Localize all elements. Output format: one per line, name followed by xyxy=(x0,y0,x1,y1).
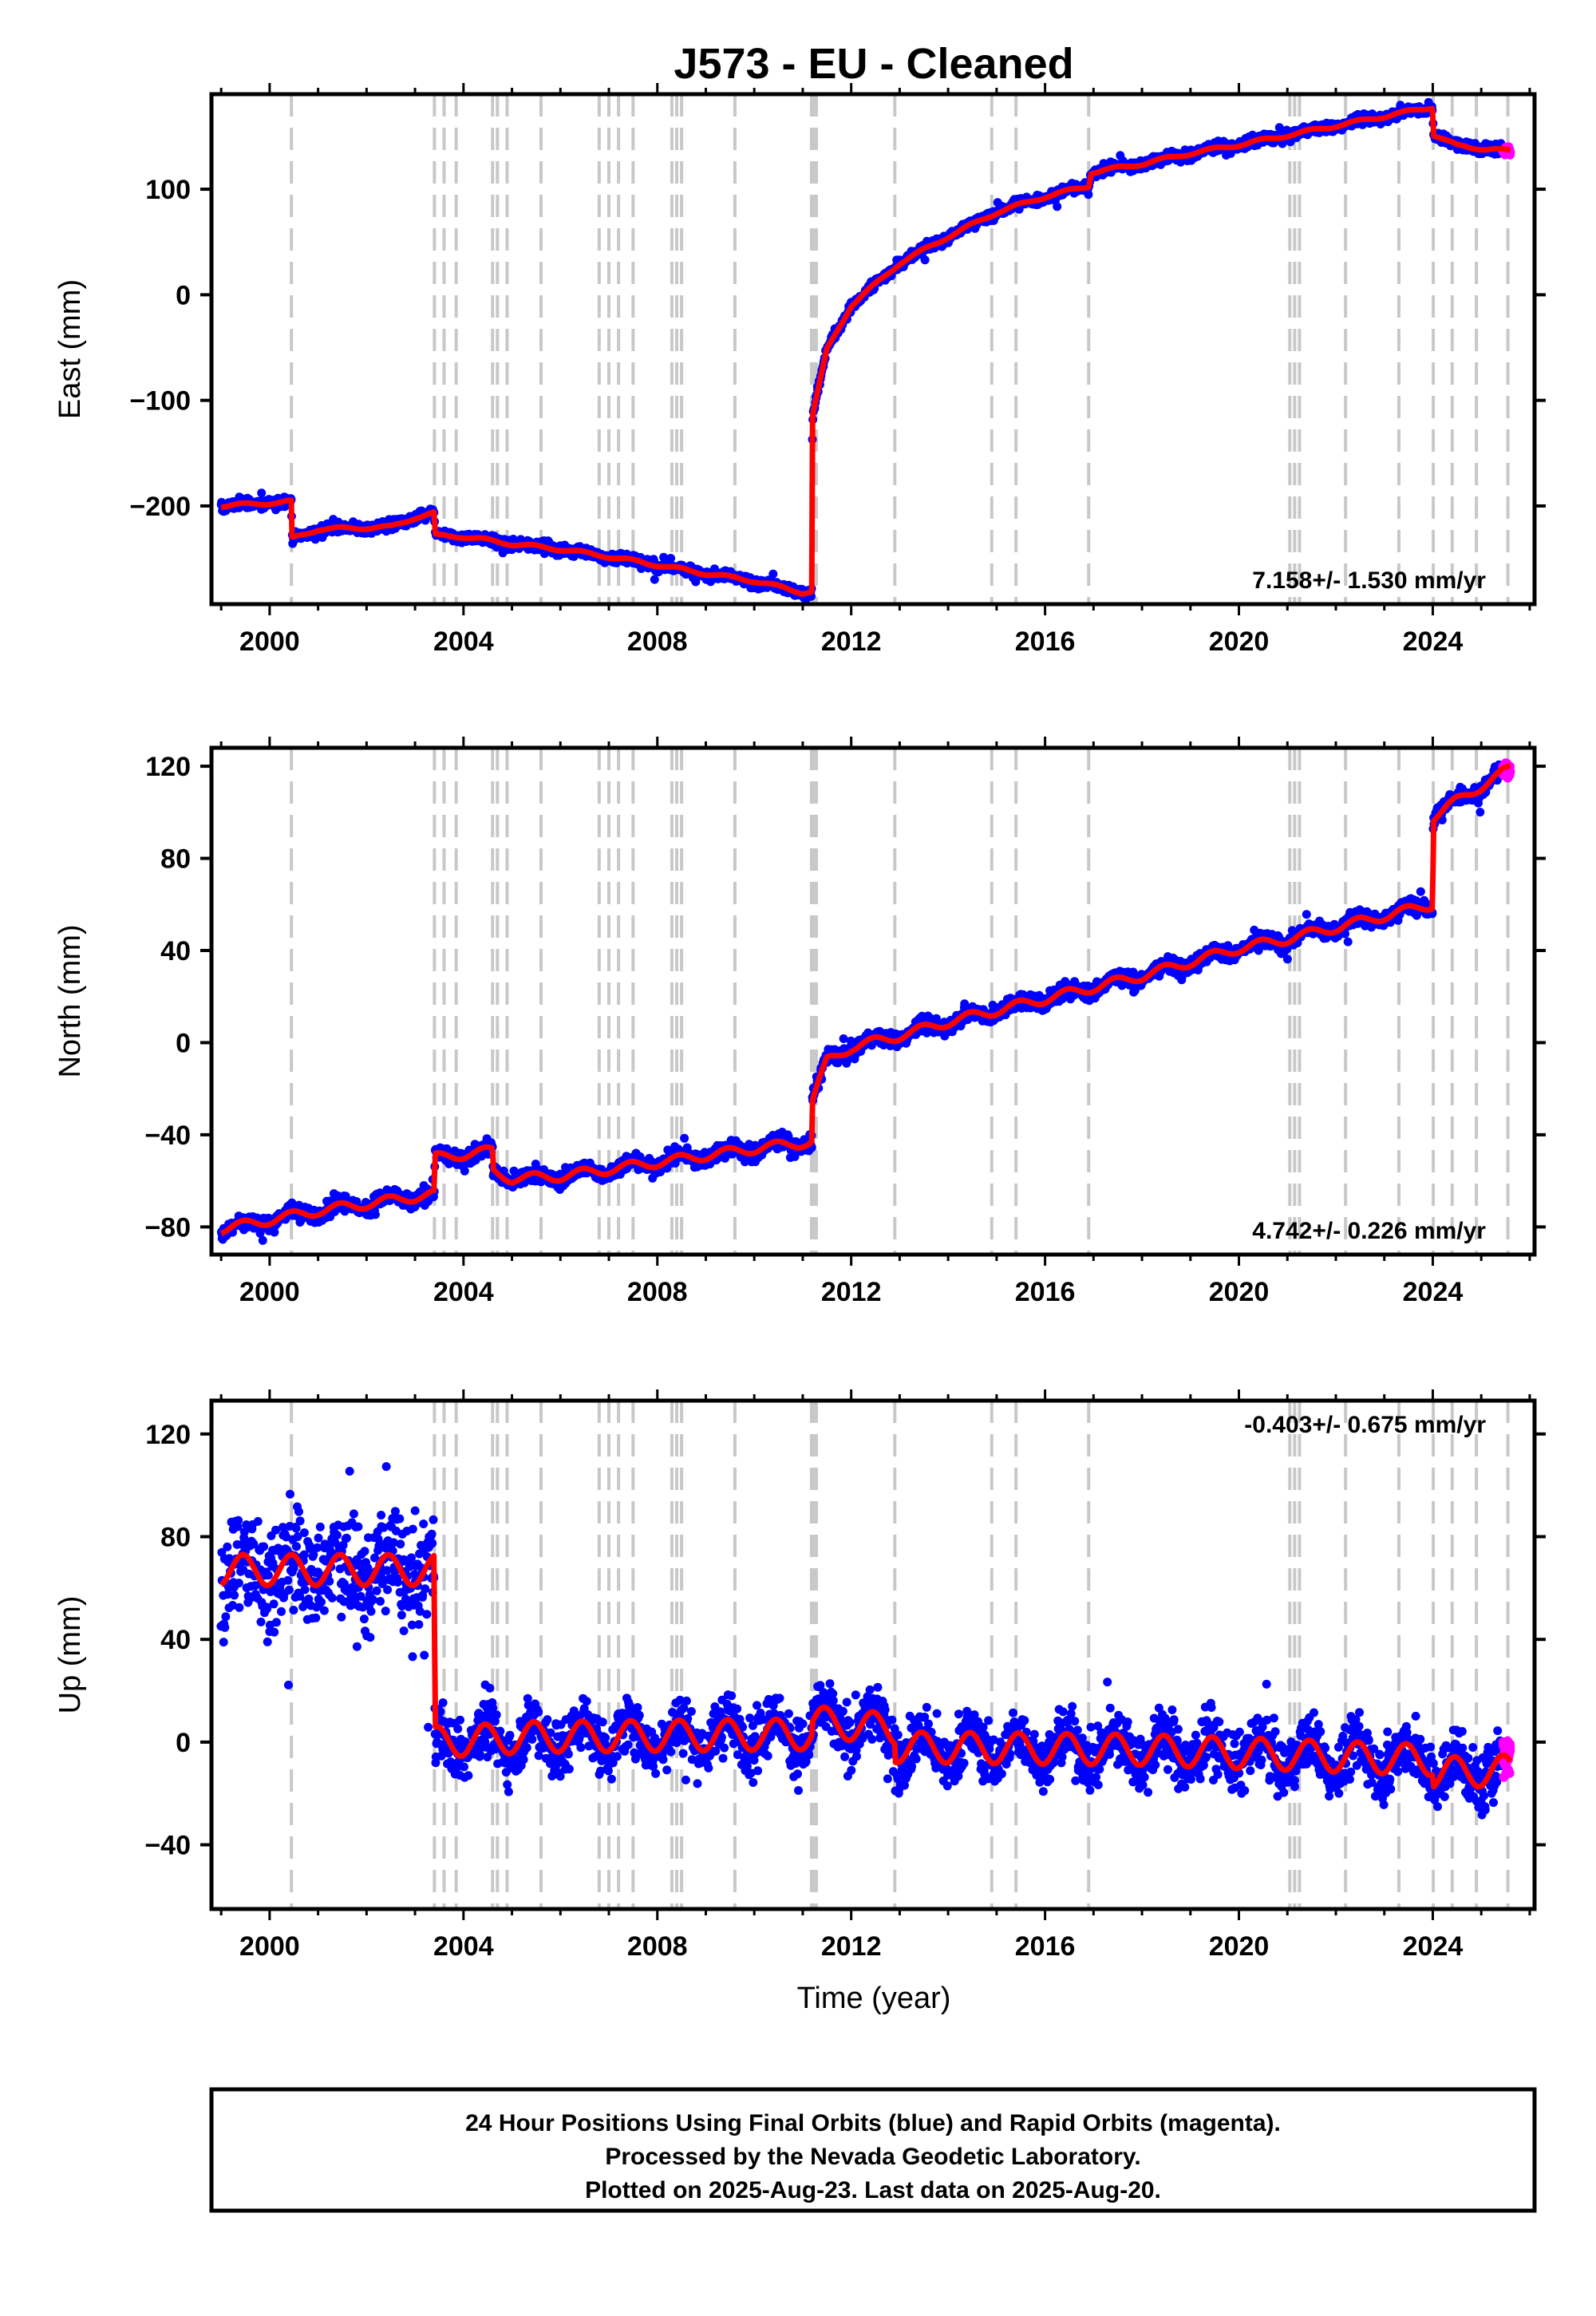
data-point xyxy=(920,255,930,265)
plot-area xyxy=(216,758,1515,1245)
y-tick-label: 100 xyxy=(145,175,191,205)
y-tick-label: −100 xyxy=(129,386,191,417)
data-point xyxy=(257,488,267,498)
data-point xyxy=(258,1235,267,1245)
model-line xyxy=(219,105,1513,597)
data-point xyxy=(1302,910,1311,919)
y-tick-label: 0 xyxy=(176,280,191,310)
x-tick-label: 2012 xyxy=(821,626,882,657)
final-orbit-points xyxy=(216,760,1507,1245)
data-point xyxy=(691,577,701,587)
y-ticks: −200 −100 0 100 xyxy=(129,175,1546,522)
event-lines xyxy=(290,748,1510,1255)
x-tick-label: 2008 xyxy=(627,626,688,657)
chart-title: J573 - EU - Cleaned xyxy=(674,40,1073,88)
east-panel: −200 −100 0 100 2000 2004 2008 2012 2016 2020 2024… xyxy=(53,83,1546,657)
final-orbit-points xyxy=(216,97,1507,603)
data-point xyxy=(650,575,659,584)
data-point xyxy=(1053,202,1062,211)
event-lines xyxy=(290,94,1510,604)
y-axis-label: East (mm) xyxy=(53,279,87,419)
data-point xyxy=(1084,190,1093,200)
x-tick-label: 2016 xyxy=(1015,626,1076,657)
plot-area xyxy=(216,97,1515,603)
data-point xyxy=(680,1133,689,1143)
data-point xyxy=(370,1210,380,1219)
x-tick-label: 2020 xyxy=(1209,626,1270,657)
x-tick-label: 2004 xyxy=(433,626,494,657)
x-tick-label: 2000 xyxy=(239,626,300,657)
data-point xyxy=(666,554,676,563)
y-tick-label: −200 xyxy=(129,492,191,522)
x-tick-label: 2024 xyxy=(1403,626,1464,657)
data-point xyxy=(1282,954,1292,964)
data-point xyxy=(768,569,778,579)
rate-label: 7.158+/- 1.530 mm/yr xyxy=(1252,567,1486,594)
